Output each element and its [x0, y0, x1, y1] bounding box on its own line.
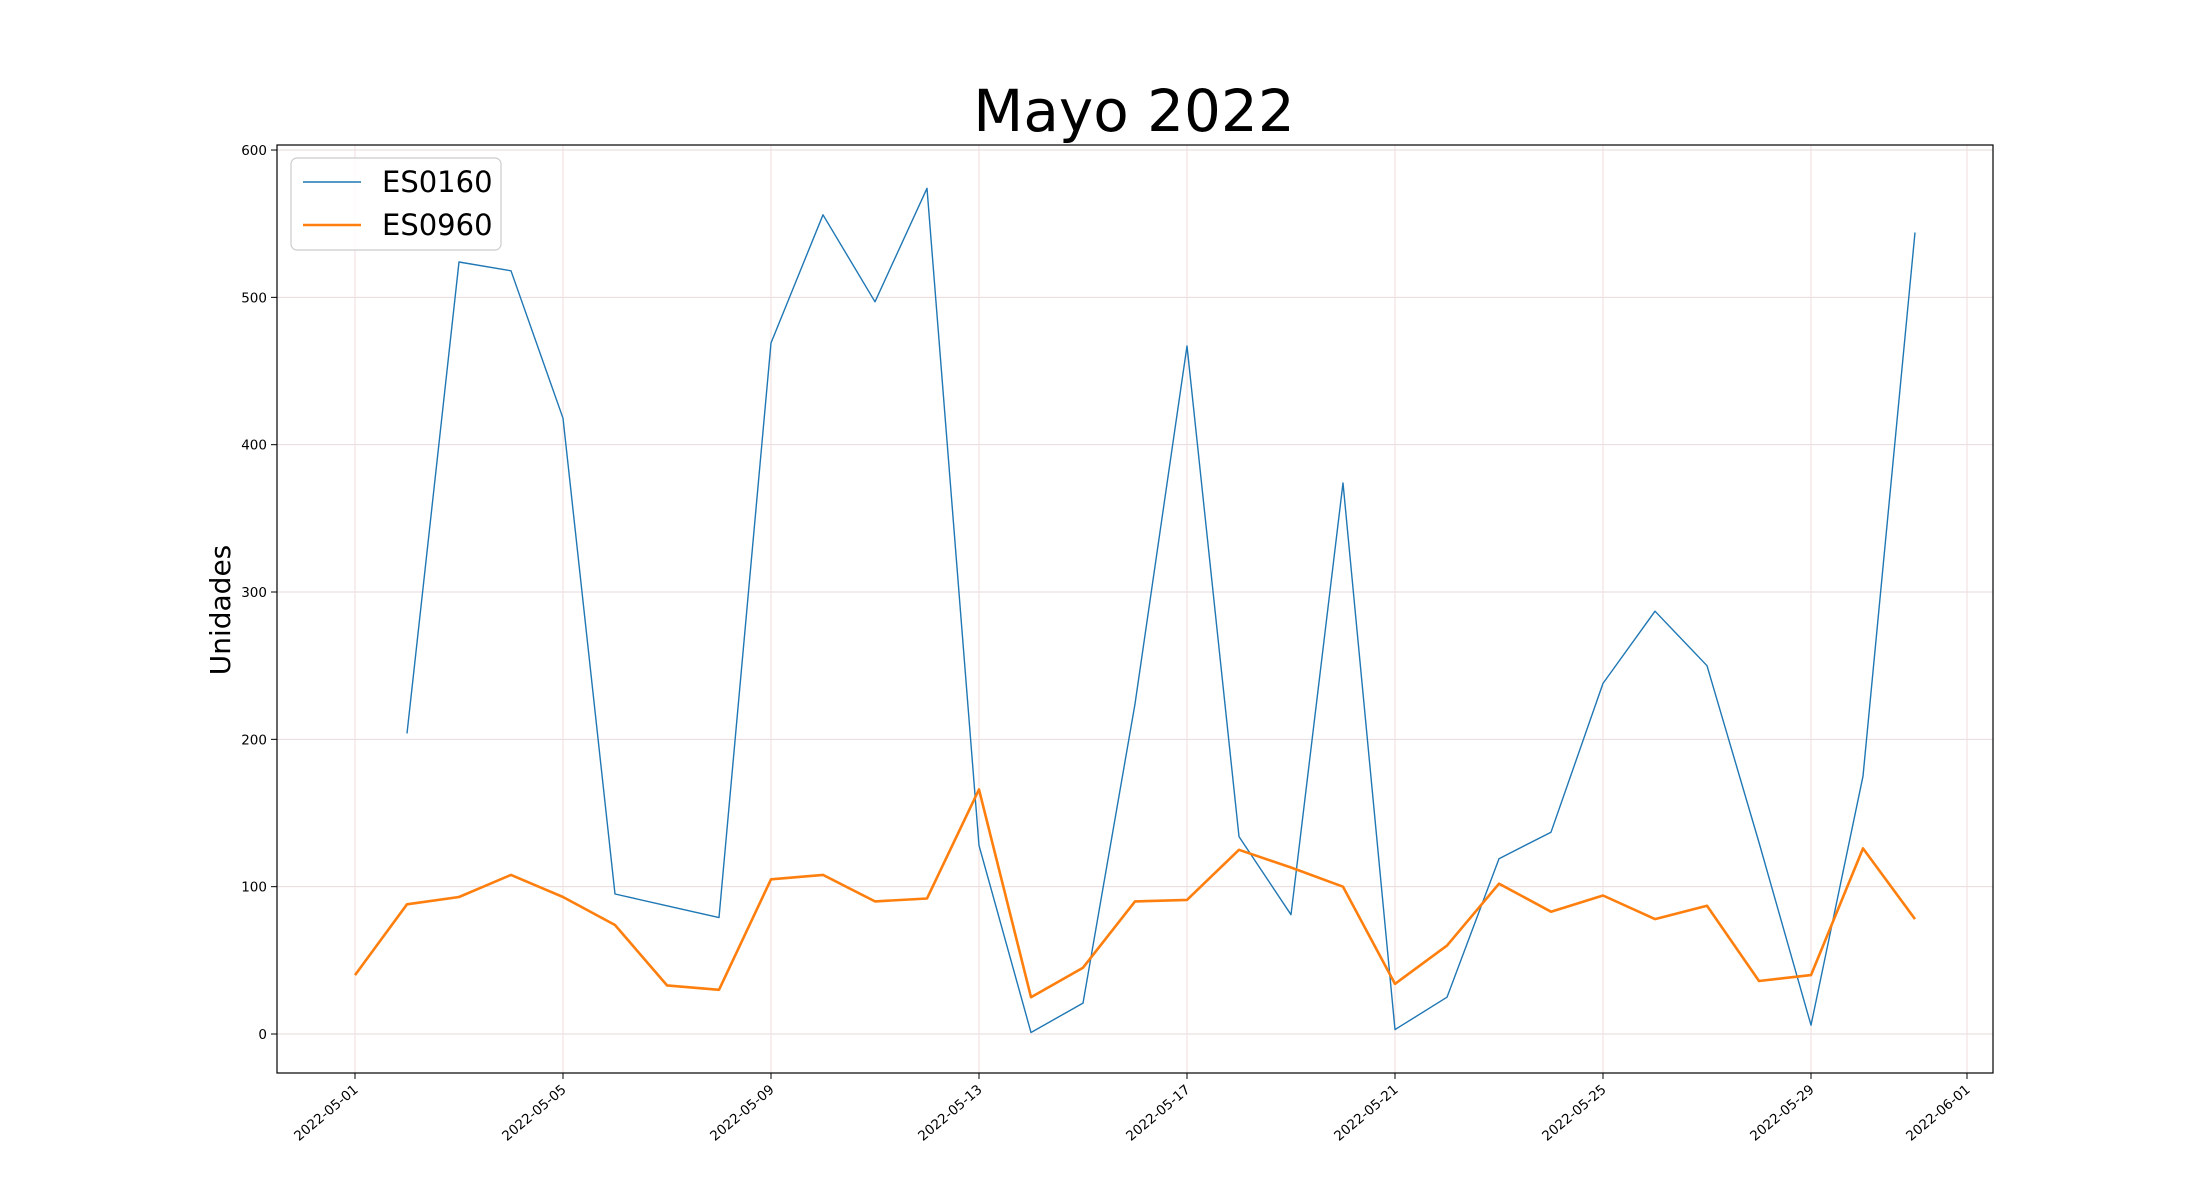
y-tick-label: 400 [241, 438, 267, 454]
legend-box [290, 157, 502, 251]
legend-label-es0160: ES0160 [382, 165, 493, 199]
plot-frame [276, 144, 1994, 1074]
legend: ES0160 ES0960 [290, 157, 502, 251]
legend-label-es0960: ES0960 [382, 208, 493, 242]
series-line-es0960 [353, 788, 1917, 999]
grid-lines [277, 145, 1993, 1073]
y-axis-label: Unidades [204, 545, 237, 676]
y-tick-label: 600 [241, 143, 267, 159]
chart-title: Mayo 2022 [973, 77, 1294, 145]
y-tick-label: 0 [258, 1027, 267, 1043]
y-tick-label: 200 [241, 732, 267, 748]
y-tick-label: 300 [241, 585, 267, 601]
series-layer [353, 187, 1917, 1034]
y-tick-label: 500 [241, 290, 267, 306]
y-tick-label: 100 [241, 880, 267, 896]
series-line-es0160 [406, 187, 1916, 1034]
